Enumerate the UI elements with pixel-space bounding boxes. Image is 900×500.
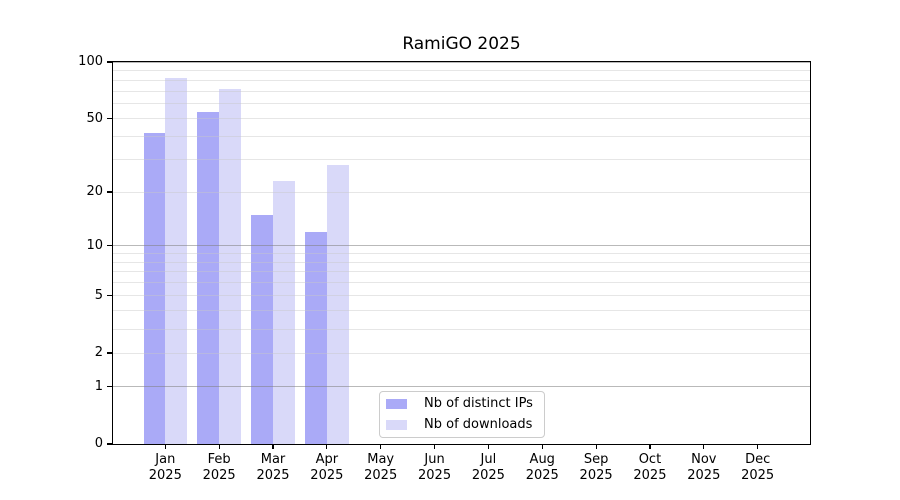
x-tick-mark-apr <box>326 444 328 449</box>
x-tick-label-sep: Sep 2025 <box>579 452 613 483</box>
x-tick-mark-may <box>380 444 382 449</box>
x-tick-label-apr: Apr 2025 <box>310 452 344 483</box>
bar-downloads-jan <box>165 78 188 444</box>
bar-distinct-ips-apr <box>305 231 327 444</box>
x-tick-label-dec: Dec 2025 <box>741 452 775 483</box>
x-tick-label-nov: Nov 2025 <box>687 452 721 483</box>
y-tick-label-10: 10 <box>86 237 103 253</box>
x-tick-mark-dec <box>757 444 759 449</box>
chart-title: RamiGO 2025 <box>402 34 521 54</box>
y-tick-mark-100 <box>107 61 112 63</box>
top-spine <box>113 61 810 63</box>
legend-item-downloads: Nb of downloads <box>386 416 544 434</box>
y-tick-mark-1 <box>107 386 112 388</box>
y-tick-label-2: 2 <box>94 345 103 361</box>
legend: Nb of distinct IPs Nb of downloads <box>379 391 545 438</box>
x-tick-mark-jun <box>433 444 436 449</box>
x-tick-label-oct: Oct 2025 <box>633 452 667 483</box>
y-tick-mark-5 <box>107 295 112 297</box>
x-tick-mark-jan <box>164 444 166 449</box>
bar-downloads-apr <box>326 165 349 444</box>
y-tick-mark-20 <box>107 191 112 193</box>
right-spine <box>809 61 811 445</box>
x-tick-label-feb: Feb 2025 <box>202 452 236 483</box>
legend-swatch-downloads-icon <box>386 420 407 430</box>
x-tick-label-jun: Jun 2025 <box>418 452 452 483</box>
y-tick-mark-10 <box>107 244 112 247</box>
x-tick-mark-aug <box>541 444 543 449</box>
x-tick-label-may: May 2025 <box>364 452 398 483</box>
y-tick-label-0: 0 <box>94 436 103 451</box>
bar-distinct-ips-feb <box>197 112 220 444</box>
y-tick-mark-0 <box>107 443 112 445</box>
x-tick-mark-jul <box>487 444 489 449</box>
y-tick-mark-50 <box>107 117 112 120</box>
x-tick-label-jul: Jul 2025 <box>471 452 505 483</box>
y-tick-label-20: 20 <box>86 184 103 199</box>
legend-item-distinct-ips: Nb of distinct IPs <box>386 395 544 413</box>
plot-area <box>112 61 811 445</box>
y-tick-mark-2 <box>107 352 112 354</box>
y-tick-label-100: 100 <box>78 54 103 69</box>
y-axis-spine <box>112 61 114 445</box>
bar-distinct-ips-mar <box>251 214 273 444</box>
x-tick-mark-feb <box>218 444 220 449</box>
x-tick-label-mar: Mar 2025 <box>256 452 290 483</box>
legend-swatch-distinct-ips-icon <box>386 399 407 409</box>
legend-label-downloads: Nb of downloads <box>424 417 533 432</box>
x-tick-label-aug: Aug 2025 <box>525 452 559 483</box>
y-tick-label-1: 1 <box>94 378 103 394</box>
x-axis-spine <box>113 443 810 445</box>
y-tick-label-5: 5 <box>94 287 103 303</box>
legend-label-distinct-ips: Nb of distinct IPs <box>424 396 533 411</box>
x-tick-mark-mar <box>272 444 274 449</box>
bar-distinct-ips-jan <box>143 132 166 444</box>
x-tick-label-jan: Jan 2025 <box>148 452 182 483</box>
x-tick-mark-oct <box>649 444 651 449</box>
x-tick-mark-sep <box>595 444 597 449</box>
bars-layer <box>113 62 810 444</box>
bar-downloads-feb <box>219 88 241 444</box>
y-tick-label-50: 50 <box>86 110 103 126</box>
x-tick-mark-nov <box>703 444 705 449</box>
bar-downloads-mar <box>273 180 295 444</box>
